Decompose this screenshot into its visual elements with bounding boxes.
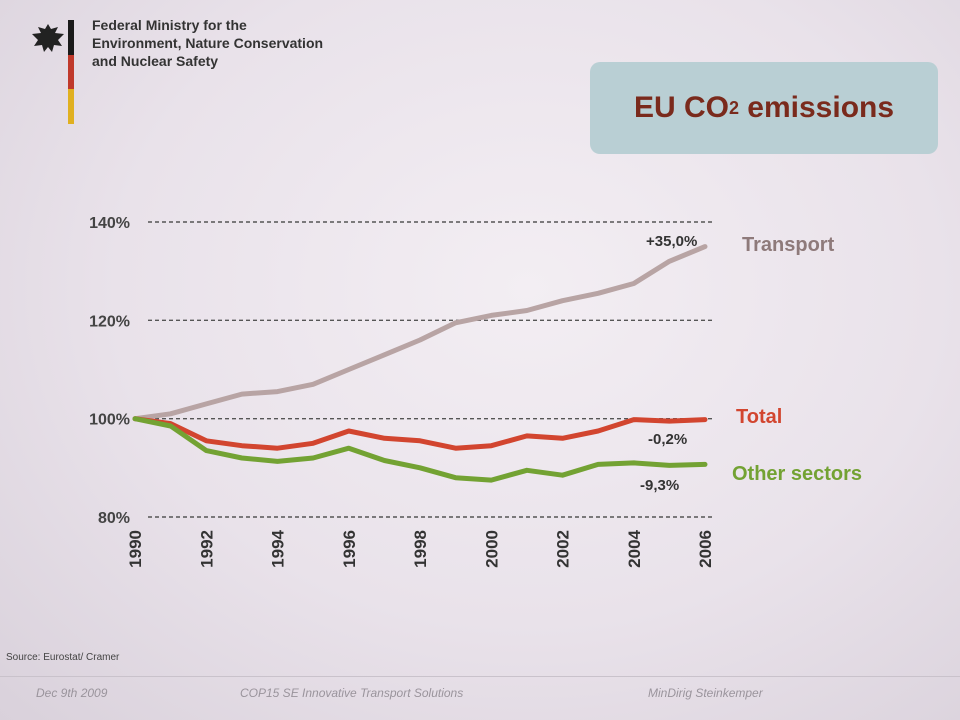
series-label-other: Other sectors [732, 463, 862, 485]
x-tick-label: 1998 [411, 530, 430, 568]
x-tick-label: 1996 [340, 530, 359, 568]
federal-eagle-icon [32, 24, 64, 52]
x-tick-label: 2000 [482, 530, 501, 568]
series-line-other [132, 416, 708, 483]
series-line-total [132, 416, 708, 451]
series-label-total: Total [736, 406, 782, 428]
series-line-transport [132, 244, 708, 422]
y-tick-label: 120% [89, 313, 130, 330]
footer-author: MinDirig Steinkemper [648, 686, 763, 700]
change-label-transport: +35,0% [646, 233, 697, 250]
x-tick-label: 2002 [554, 530, 573, 568]
chart-title: EU CO 2 emissions [590, 62, 938, 154]
series-label-transport: Transport [742, 234, 835, 256]
x-tick-label: 1992 [197, 530, 216, 568]
y-tick-label: 80% [98, 510, 130, 527]
footer-event: COP15 SE Innovative Transport Solutions [240, 686, 464, 700]
german-flag-stripe [68, 20, 74, 124]
footer-date: Dec 9th 2009 [36, 686, 108, 700]
x-tick-label: 1994 [269, 529, 288, 567]
x-tick-label: 2006 [696, 530, 715, 568]
ministry-name: Federal Ministry for the Environment, Na… [92, 17, 324, 69]
x-tick-label: 2004 [625, 529, 644, 567]
change-label-other: -9,3% [640, 477, 679, 494]
source-note: Source: Eurostat/ Cramer [6, 652, 120, 663]
x-tick-label: 1990 [126, 530, 145, 568]
footer-divider [0, 676, 960, 677]
y-tick-label: 140% [89, 215, 130, 232]
y-tick-label: 100% [89, 412, 130, 429]
change-label-total: -0,2% [648, 431, 687, 448]
